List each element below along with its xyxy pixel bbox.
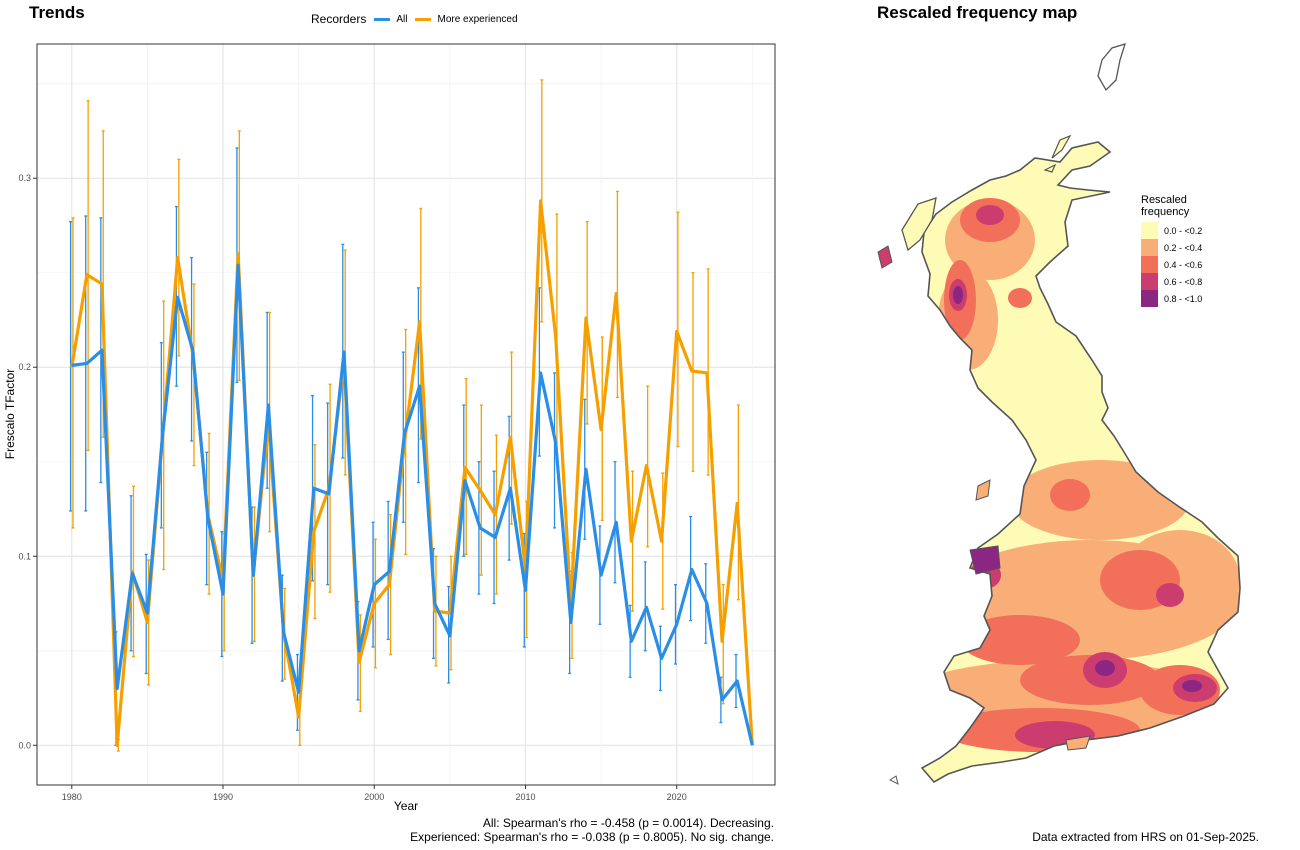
map-legend-label: 0.4 - <0.6 [1164,259,1203,270]
y-axis-title: Frescalo TFactor [3,369,17,459]
map-legend-title: Rescaled frequency [1141,194,1221,218]
orkney-islands [1043,134,1072,173]
map-legend-swatch [1141,239,1158,256]
series-line-more-experienced [70,199,754,747]
x-tick-label: 1990 [213,792,233,802]
legend-item-experienced: More experienced [415,13,518,25]
map-legend-title-line1: Rescaled [1141,194,1187,206]
x-tick-label: 1980 [62,792,82,802]
map-legend-label: 0.0 - <0.2 [1164,225,1203,236]
map-legend-row: 0.8 - <1.0 [1141,290,1221,307]
legend-label-all: All [396,13,408,25]
map-zone-mid [940,198,1220,752]
x-tick-label: 2020 [667,792,687,802]
frequency-map [877,43,1241,785]
trends-chart: 1980 1990 2000 2010 2020 0.0 0.1 0.2 0.3 Year Fr… [3,43,776,813]
map-legend-swatch [1141,273,1158,290]
map-zone-top [953,286,1202,692]
anglesey [969,545,1001,575]
stats-caption: All: Spearman's rho = -0.458 (p = 0.0014… [410,816,774,844]
x-tick-label: 2000 [364,792,384,802]
outer-hebrides [901,197,937,252]
map-fill-layers [922,142,1240,782]
stats-line-experienced: Experienced: Spearman's rho = -0.038 (p … [410,830,774,844]
map-legend-swatch [1141,222,1158,239]
legend-item-all: All [374,14,407,25]
shetland-islands [1097,43,1126,92]
map-legend-swatch [1141,256,1158,273]
map-legend-label: 0.8 - <1.0 [1164,293,1203,304]
trends-title: Trends [29,3,85,22]
y-tick-label: 0.2 [18,362,31,372]
stats-line-all: All: Spearman's rho = -0.458 (p = 0.0014… [482,816,774,830]
legend-label-experienced: More experienced [437,13,518,25]
plot-border [36,43,776,786]
chart-legend: Recorders All More experienced [311,12,518,26]
legend-title: Recorders [311,12,367,26]
map-title: Rescaled frequency map [877,3,1078,22]
map-legend-row: 0.4 - <0.6 [1141,256,1221,273]
map-legend-label: 0.2 - <0.4 [1164,242,1203,253]
x-axis-title: Year [394,799,418,813]
y-tick-label: 0.3 [18,173,31,183]
legend-swatch-experienced [415,17,432,21]
western-isle [877,245,893,269]
map-legend-swatch [1141,290,1158,307]
isle-of-wight [1065,735,1091,751]
map-legend-row: 0.6 - <0.8 [1141,273,1221,290]
map-legend-row: 0.2 - <0.4 [1141,239,1221,256]
series-lines [70,199,754,747]
scilly-isles [889,775,899,785]
y-tick-label: 0.0 [18,740,31,750]
isle-of-man [975,479,991,501]
grid-layer [37,44,775,785]
y-tick-label: 0.1 [18,551,31,561]
error-bars [69,79,740,752]
extract-note: Data extracted from HRS on 01-Sep-2025. [1032,830,1259,844]
map-legend-label: 0.6 - <0.8 [1164,276,1203,287]
map-legend-title-line2: frequency [1141,206,1190,218]
map-legend-row: 0.0 - <0.2 [1141,222,1221,239]
legend-swatch-all [374,17,391,21]
map-legend: Rescaled frequency 0.0 - <0.2 0.2 - <0.4… [1141,194,1221,307]
series-line-all [71,263,754,746]
axis-ticks: 1980 1990 2000 2010 2020 0.0 0.1 0.2 0.3 [18,173,686,802]
x-tick-label: 2010 [515,792,535,802]
